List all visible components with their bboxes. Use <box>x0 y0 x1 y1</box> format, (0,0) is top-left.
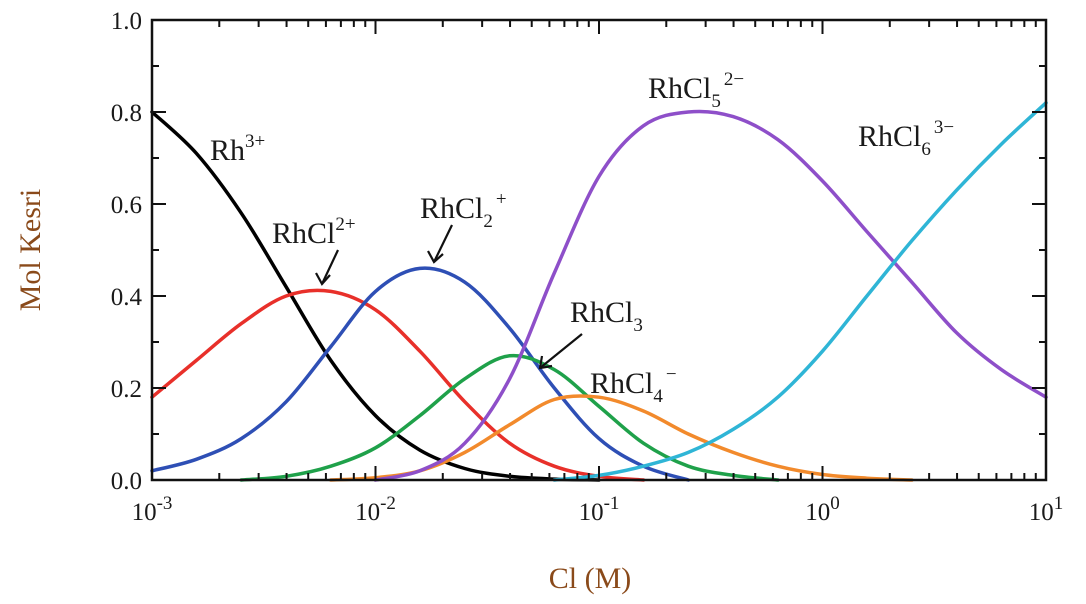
y-tick-label: 0.2 <box>111 376 142 403</box>
species-labels-layer: Rh3+ RhCl2+ RhCl2+ RhCl3 RhCl4− RhCl52− RhCl63… <box>210 69 954 407</box>
species-label-1: Rh3+ <box>210 131 265 167</box>
y-tick-label: 0.4 <box>111 284 143 311</box>
series-line-2 <box>150 288 646 482</box>
series-line-5 <box>329 394 914 482</box>
series-line-6 <box>373 109 1048 482</box>
species-label-6: RhCl52− <box>648 69 744 112</box>
species-label-5: RhCl4− <box>590 364 677 407</box>
species-label-3: RhCl2+ <box>420 189 507 232</box>
x-tick-label: 10-1 <box>579 493 620 526</box>
arrow-rhcl <box>321 249 339 285</box>
y-axis-label: Mol Kesri <box>14 189 47 312</box>
x-tick-label: 10-2 <box>355 493 396 526</box>
species-label-2: RhCl2+ <box>272 214 356 250</box>
species-label-7: RhCl63− <box>858 117 954 160</box>
species-label-4: RhCl3 <box>570 296 643 336</box>
x-tick-label: 10-3 <box>132 493 173 526</box>
y-tick-label: 0.8 <box>111 100 142 127</box>
arrow-rhcl2-head <box>427 250 444 264</box>
series-line-7 <box>552 101 1048 482</box>
arrow-rhcl2 <box>433 224 453 263</box>
series-line-3 <box>150 266 691 482</box>
series-line-4 <box>239 353 780 482</box>
tick-labels-layer: 0.0 0.2 0.4 0.6 0.8 1.0 10-3 10-2 10-1 100 101 <box>111 8 1064 526</box>
curves-layer <box>150 101 1048 482</box>
series-line-1 <box>150 110 601 482</box>
arrow-rhcl3 <box>539 333 583 369</box>
arrow-rhcl3-head <box>538 355 553 370</box>
y-tick-label: 0.6 <box>111 192 142 219</box>
x-tick-label: 100 <box>805 493 840 526</box>
arrow-rhcl-head <box>315 272 331 286</box>
plot-frame <box>150 18 1048 482</box>
y-tick-label: 0.0 <box>111 468 142 495</box>
annotation-arrows <box>315 224 583 370</box>
y-tick-label: 1.0 <box>111 8 142 35</box>
x-axis-label: Cl (M) <box>549 562 632 595</box>
ticks-layer <box>151 19 1047 481</box>
x-tick-label: 101 <box>1029 493 1064 526</box>
